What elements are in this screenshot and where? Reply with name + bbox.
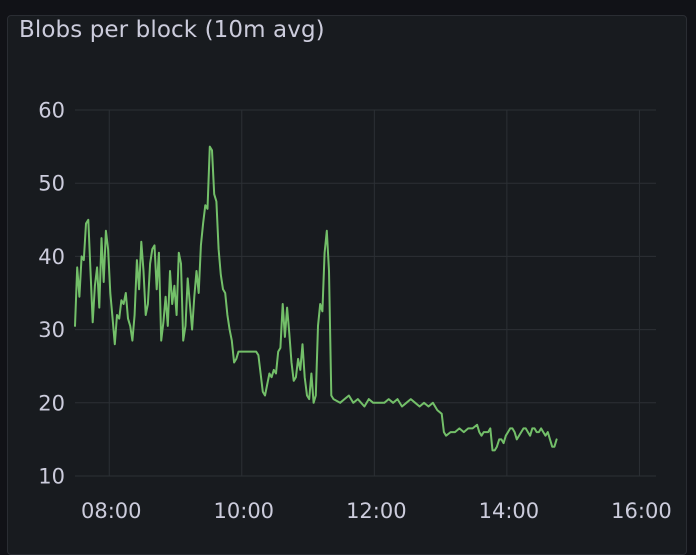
line-chart: 10 20 30 40 50 60 08:00 10:00 12:00 14:00 16:00 <box>38 99 671 524</box>
y-tick-label: 20 <box>38 391 65 415</box>
chart-panel <box>7 15 687 555</box>
y-tick-label: 40 <box>38 245 65 269</box>
y-tick-label: 10 <box>38 465 65 489</box>
series-line-0[interactable] <box>74 145 558 452</box>
x-tick-label: 08:00 <box>81 499 142 523</box>
panel-title[interactable]: Blobs per block (10m avg) <box>19 17 325 43</box>
x-tick-label: 10:00 <box>214 499 275 523</box>
x-tick-label: 14:00 <box>479 499 540 523</box>
chart-grid <box>75 109 656 477</box>
y-tick-label: 60 <box>38 99 65 123</box>
y-tick-label: 30 <box>38 318 65 342</box>
axis-labels: 10 20 30 40 50 60 08:00 10:00 12:00 14:00 16:00 <box>38 99 671 524</box>
x-tick-label: 16:00 <box>611 499 672 523</box>
y-tick-label: 50 <box>38 172 65 196</box>
series-layer <box>74 145 558 452</box>
x-tick-label: 12:00 <box>346 499 407 523</box>
